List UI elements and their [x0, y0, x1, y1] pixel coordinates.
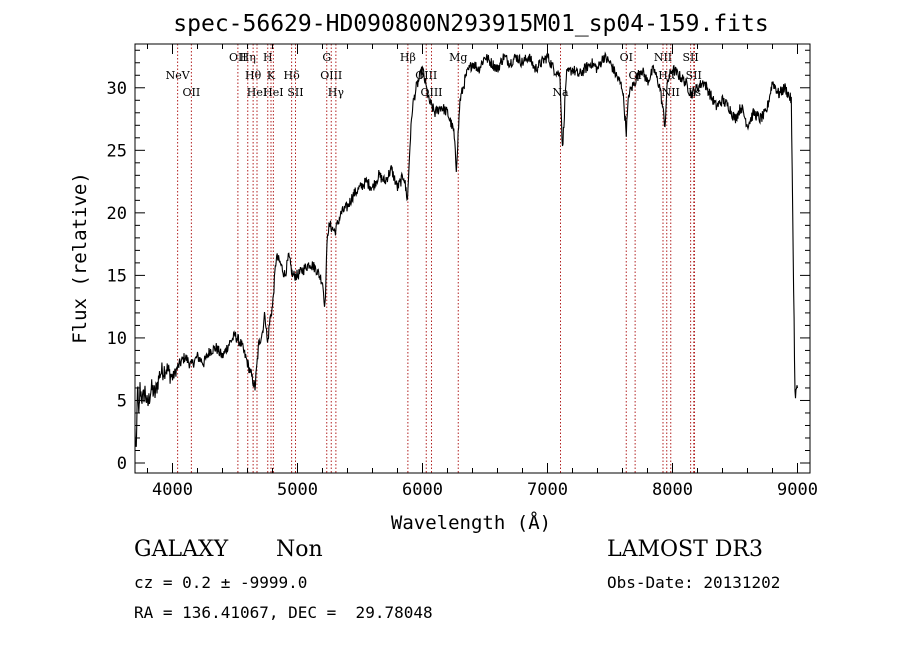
x-tick-label-3: 7000	[527, 480, 568, 500]
object-class: GALAXY	[134, 537, 229, 562]
line-marker-label-15: Hβ	[400, 51, 416, 64]
line-marker-label-10: Hδ	[284, 69, 301, 82]
line-marker-label-14: Hγ	[328, 86, 345, 99]
coords-text: RA = 136.41067, DEC = 29.78048	[134, 603, 433, 622]
line-marker-label-2: OII	[183, 86, 201, 99]
spectrum-line	[134, 51, 799, 448]
line-marker-label-26: SII	[686, 69, 702, 82]
y-axis-label: Flux (relative)	[69, 172, 91, 344]
y-tick-label-1: 5	[117, 391, 127, 411]
line-marker-label-18: Mg	[449, 51, 467, 64]
line-marker-label-9: HeI	[263, 86, 283, 99]
line-marker-label-25: SII	[683, 51, 699, 64]
x-tick-label-1: 5000	[277, 480, 318, 500]
line-marker-label-11: SII	[287, 86, 303, 99]
x-tick-label-4: 8000	[652, 480, 693, 500]
x-axis-label: Wavelength (Å)	[391, 511, 551, 534]
y-axis: 0 5 10 15 20 25 30	[107, 49, 810, 474]
line-marker-label-3: OII	[229, 51, 247, 64]
line-marker-label-8: K	[267, 69, 276, 82]
line-marker-label-20: OI	[620, 51, 633, 64]
y-tick-label-2: 10	[107, 329, 127, 349]
plot-frame	[134, 43, 811, 474]
survey-name: LAMOST DR3	[607, 537, 763, 562]
line-marker-label-1: NeV	[166, 69, 191, 82]
line-marker-label-6: HeI	[247, 86, 267, 99]
y-tick-label-3: 15	[107, 266, 127, 286]
y-tick-label-6: 30	[107, 79, 127, 99]
x-axis: 4000 5000 6000 7000 8000 9000	[147, 44, 818, 500]
line-marker-label-17: OIII	[420, 86, 442, 99]
chart-title: spec-56629-HD090800N293915M01_sp04-159.f…	[173, 11, 768, 37]
line-marker-label-4: Hη	[240, 51, 256, 64]
line-markers: NeVOIIOIIHηHθHeIHKHeIHδSIIGOIIIHγHβOIIIO…	[166, 44, 702, 473]
x-tick-label-5: 9000	[777, 480, 818, 500]
line-marker-label-7: H	[263, 51, 273, 64]
y-tick-label-0: 0	[117, 454, 127, 474]
x-tick-label-2: 6000	[402, 480, 443, 500]
line-marker-label-12: G	[322, 51, 331, 64]
y-tick-label-5: 25	[107, 141, 127, 161]
line-marker-label-5: Hθ	[245, 69, 262, 82]
object-subclass: Non	[276, 537, 323, 562]
redshift-text: cz = 0.2 ± -9999.0	[134, 573, 308, 592]
x-tick-label-0: 4000	[152, 480, 193, 500]
obs-date-text: Obs-Date: 20131202	[607, 573, 781, 592]
line-marker-label-24: NII	[662, 86, 680, 99]
line-marker-label-22: NII	[654, 51, 672, 64]
line-marker-label-13: OIII	[320, 69, 342, 82]
y-tick-label-4: 20	[107, 204, 127, 224]
